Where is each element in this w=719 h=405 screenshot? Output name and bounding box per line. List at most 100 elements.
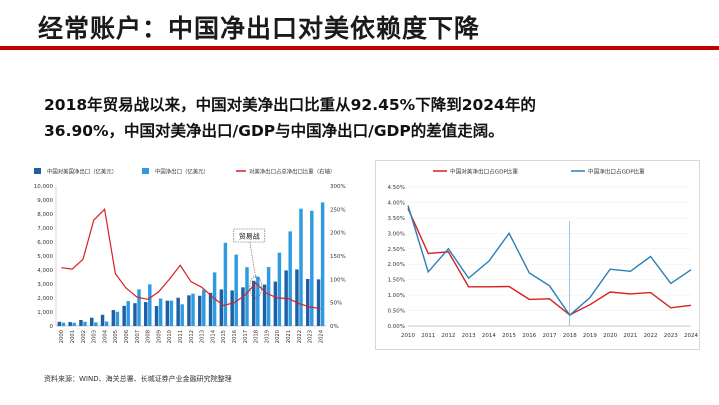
y-right-tick-label: 250% <box>330 207 346 213</box>
y-left-tick-label: 3,000 <box>37 282 53 288</box>
bar-total-net-export <box>72 322 76 326</box>
x-tick-label: 2014 <box>482 333 496 339</box>
x-tick-label: 2003 <box>92 330 98 343</box>
bar-us-net-export <box>90 317 94 326</box>
x-tick-label: 2007 <box>135 330 141 343</box>
bar-total-net-export <box>61 322 66 326</box>
bar-total-net-export <box>245 267 249 326</box>
x-tick-label: 2014 <box>210 329 216 343</box>
page-title: 经常账户：中国净出口对美依赖度下降 <box>38 14 481 43</box>
bar-us-net-export <box>100 314 105 326</box>
x-tick-label: 2020 <box>275 330 281 343</box>
x-tick-label: 2011 <box>421 333 435 339</box>
x-tick-label: 2002 <box>81 330 87 343</box>
x-tick-label: 2024 <box>318 329 324 343</box>
y-left-tick-label: 2,000 <box>37 296 53 302</box>
key-message-line-2: 36.90%，中国对美净出口/GDP与中国净出口/GDP的差值走阔。 <box>44 122 504 140</box>
bar-us-net-export <box>144 302 148 326</box>
y-tick-label: 3.50% <box>388 216 405 222</box>
x-tick-label: 2020 <box>603 333 617 339</box>
x-tick-label: 2009 <box>156 330 162 343</box>
x-tick-label: 2015 <box>502 333 516 339</box>
bar-total-net-export <box>299 208 303 326</box>
y-tick-label: 0.00% <box>388 324 405 330</box>
x-tick-label: 2022 <box>644 333 658 339</box>
gdp-share-line-chart: 中国对美净出口占GDP比重 中国净出口占GDP比重 0.00% 0.50% 1.00% 1… <box>375 160 700 350</box>
bar-us-net-export <box>198 295 202 326</box>
y-tick-label: 2.50% <box>388 247 405 253</box>
y-tick-label: 1.00% <box>388 293 405 299</box>
source-note: 资料来源：WIND、海关总署、长城证券产业金融研究院整理 <box>44 375 232 383</box>
legend-label: 中国净出口占GDP比重 <box>588 168 645 176</box>
bar-us-net-export <box>219 289 224 326</box>
bar-total-net-export <box>148 284 152 326</box>
x-tick-label: 2013 <box>462 333 476 339</box>
annotation-pointer <box>249 241 257 279</box>
x-tick-label: 2021 <box>623 333 637 339</box>
y-tick-label: 0.50% <box>388 309 405 315</box>
y-left-tick-label: 10,000 <box>34 184 54 190</box>
bar-total-net-export <box>126 301 130 326</box>
x-tick-label: 2019 <box>264 330 270 343</box>
y-left-tick-label: 7,000 <box>37 226 53 232</box>
y-right-tick-label: 100% <box>330 277 346 283</box>
legend-swatch <box>142 168 149 174</box>
x-tick-label: 2023 <box>308 330 314 343</box>
bar-total-net-export <box>191 293 195 326</box>
bar-us-net-export <box>187 295 191 326</box>
annotation-label: 贸易战 <box>239 232 260 241</box>
y-left-tick-label: 0 <box>50 324 54 330</box>
x-tick-label: 2023 <box>664 333 678 339</box>
bar-total-net-export <box>83 321 87 326</box>
bar-us-net-export <box>252 280 256 326</box>
x-tick-label: 2000 <box>59 330 65 343</box>
bar-us-net-export <box>273 281 278 326</box>
y-left-tick-label: 9,000 <box>37 198 53 204</box>
y-right-tick-label: 200% <box>330 231 346 237</box>
net-export-bar-chart: 中国对美国净出口（亿美元） 中国净出口（亿美元） 对美净出口占总净出口比重（右轴） 0… <box>34 168 346 344</box>
bar-us-net-export <box>122 305 126 326</box>
y-left-tick-label: 8,000 <box>37 212 53 218</box>
legend-label: 中国对美净出口占GDP比重 <box>450 168 518 176</box>
x-tick-label: 2010 <box>401 333 415 339</box>
x-tick-label: 2011 <box>178 330 184 343</box>
bar-us-net-export <box>79 319 83 326</box>
bar-us-net-export <box>111 310 116 326</box>
annotation-highlight <box>249 275 263 299</box>
key-message: 2018年贸易战以来，中国对美净出口比重从92.45%下降到2024年的 36.… <box>44 92 684 144</box>
x-tick-label: 2006 <box>124 330 130 343</box>
bar-total-net-export <box>223 242 228 326</box>
legend-label: 中国净出口（亿美元） <box>155 168 209 176</box>
y-left-tick-label: 4,000 <box>37 268 53 274</box>
chart-frame <box>375 160 700 350</box>
bar-total-net-export <box>158 298 163 326</box>
x-tick-label: 2013 <box>200 330 206 343</box>
title-underline <box>0 46 719 50</box>
x-tick-label: 2019 <box>583 333 597 339</box>
x-tick-label: 2001 <box>70 330 76 343</box>
x-tick-label: 2012 <box>189 330 195 343</box>
bar-us-net-export <box>316 279 321 326</box>
x-tick-label: 2022 <box>297 330 303 343</box>
x-tick-label: 2016 <box>522 333 536 339</box>
bar-us-net-export <box>262 284 267 326</box>
bar-us-net-export <box>295 269 299 326</box>
bar-total-net-export <box>234 254 238 326</box>
x-tick-label: 2010 <box>167 330 173 343</box>
x-tick-label: 2017 <box>243 330 249 343</box>
y-left-tick-label: 6,000 <box>37 240 53 246</box>
x-tick-label: 2017 <box>543 333 557 339</box>
y-tick-label: 3.00% <box>388 231 405 237</box>
line-us-net-export-gdp <box>407 208 692 316</box>
bar-us-net-export <box>230 290 234 326</box>
bar-total-net-export <box>115 311 120 326</box>
line-net-export-gdp <box>407 205 692 317</box>
y-left-tick-label: 5,000 <box>37 254 53 260</box>
bar-us-net-export <box>306 278 310 326</box>
bar-us-net-export <box>176 297 180 326</box>
x-tick-label: 2004 <box>102 329 108 343</box>
bar-us-net-export <box>208 292 213 326</box>
x-tick-label: 2024 <box>684 333 698 339</box>
bar-total-net-export <box>266 267 271 326</box>
